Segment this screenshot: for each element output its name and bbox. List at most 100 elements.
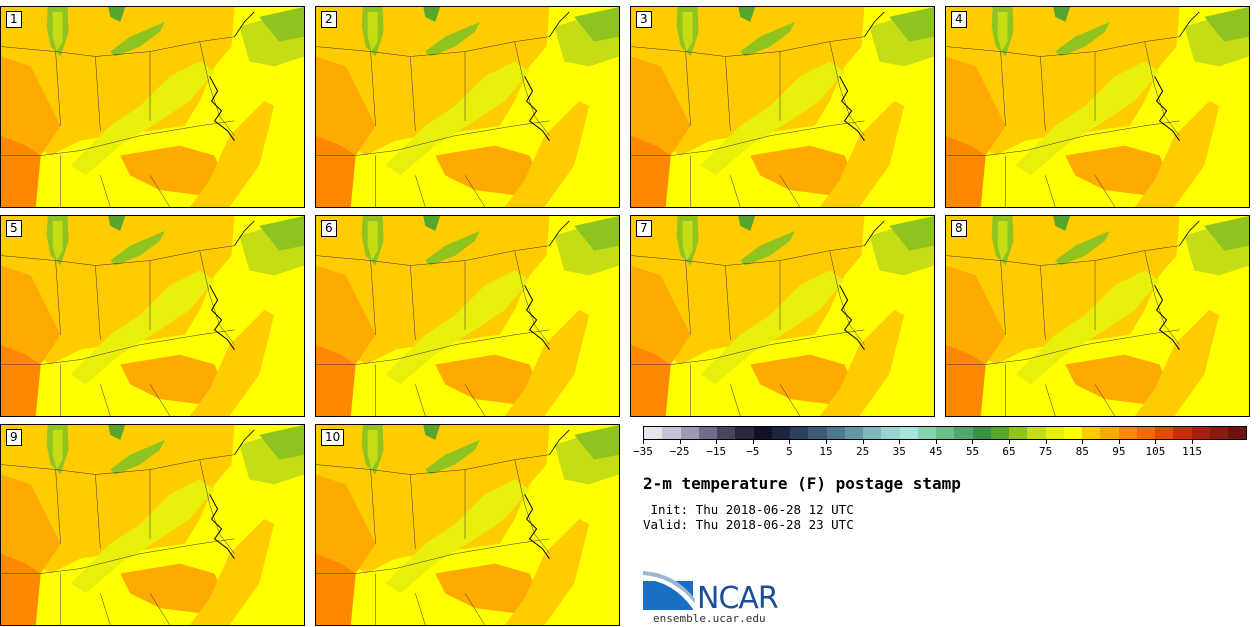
- colorbar-segment: [771, 427, 790, 439]
- tick-mark: [1192, 440, 1194, 444]
- colorbar-segment: [1191, 427, 1210, 439]
- tick-label: 105: [1145, 445, 1166, 458]
- colorbar-segment: [863, 427, 882, 439]
- tick-mark: [643, 440, 644, 444]
- colorbar-segment: [680, 427, 699, 439]
- ncar-logo-text: NCAR: [697, 581, 779, 616]
- tick-label: 55: [965, 445, 980, 458]
- colorbar-segment: [899, 427, 918, 439]
- panel-number: 4: [951, 11, 967, 28]
- panel-number: 8: [951, 220, 967, 237]
- colorbar-segment: [1173, 427, 1192, 439]
- tick-mark: [1082, 440, 1084, 444]
- map-panel-2: 2: [315, 6, 620, 208]
- colorbar-segment: [1082, 427, 1101, 439]
- colorbar-segment: [753, 427, 772, 439]
- tick-label: 75: [1039, 445, 1053, 458]
- panel-number: 7: [636, 220, 652, 237]
- panel-number: 3: [636, 11, 652, 28]
- colorbar-segment: [1209, 427, 1228, 439]
- tick-mark: [679, 440, 681, 444]
- temperature-map: [316, 216, 619, 416]
- temperature-map: [1, 216, 304, 416]
- colorbar-segment: [1063, 427, 1082, 439]
- tick-mark: [752, 440, 754, 444]
- colorbar-segment: [1100, 427, 1119, 439]
- tick-label: −5: [746, 445, 760, 458]
- tick-label: 15: [819, 445, 833, 458]
- colorbar-ticks: −35 −25 −15 −5 5 15 25 35 45 55 65 75 85 95 105 115: [633, 440, 1247, 460]
- temperature-map: [1, 425, 304, 625]
- temperature-map: [946, 7, 1249, 207]
- tick-label: 25: [856, 445, 870, 458]
- temperature-map: [631, 216, 934, 416]
- site-url: ensemble.ucar.edu: [653, 612, 766, 625]
- map-panel-4: 4: [945, 6, 1250, 208]
- tick-mark: [862, 440, 864, 444]
- map-panel-5: 5: [0, 215, 305, 417]
- colorbar-segment: [844, 427, 863, 439]
- tick-mark: [972, 440, 974, 444]
- colorbar-segment: [936, 427, 955, 439]
- map-panel-9: 9: [0, 424, 305, 626]
- tick-label: −35: [633, 445, 653, 458]
- colorbar-segment: [808, 427, 827, 439]
- colorbar-segment: [1118, 427, 1137, 439]
- colorbar-segment: [954, 427, 973, 439]
- chart-title: 2-m temperature (F) postage stamp: [643, 474, 961, 493]
- colorbar-segment: [1228, 427, 1247, 439]
- colorbar-segment: [790, 427, 809, 439]
- tick-mark: [935, 440, 937, 444]
- panel-number: 6: [321, 220, 337, 237]
- temperature-map: [1, 7, 304, 207]
- panel-number: 1: [6, 11, 22, 28]
- colorbar-segment: [698, 427, 717, 439]
- tick-label: 35: [892, 445, 906, 458]
- colorbar-segment: [972, 427, 991, 439]
- colorbar-segment: [1045, 427, 1064, 439]
- temperature-map: [946, 216, 1249, 416]
- map-panel-8: 8: [945, 215, 1250, 417]
- ncar-logo-icon: [643, 571, 695, 610]
- colorbar-segment: [735, 427, 754, 439]
- colorbar-segment: [881, 427, 900, 439]
- colorbar-segment: [717, 427, 736, 439]
- panel-number: 5: [6, 220, 22, 237]
- tick-label: 45: [929, 445, 943, 458]
- valid-time: Valid: Thu 2018-06-28 23 UTC: [643, 517, 854, 532]
- map-panel-10: 10: [315, 424, 620, 626]
- panel-number: 2: [321, 11, 337, 28]
- tick-label: 65: [1002, 445, 1016, 458]
- colorbar-segment: [662, 427, 681, 439]
- tick-label: 95: [1112, 445, 1126, 458]
- tick-mark: [789, 440, 791, 444]
- colorbar-segment: [1136, 427, 1155, 439]
- colorbar-segment: [1155, 427, 1174, 439]
- tick-mark: [826, 440, 828, 444]
- map-panel-7: 7: [630, 215, 935, 417]
- tick-label: 115: [1182, 445, 1203, 458]
- map-panel-1: 1: [0, 6, 305, 208]
- tick-label: 85: [1075, 445, 1089, 458]
- colorbar-segment: [1027, 427, 1046, 439]
- temperature-colorbar: [643, 426, 1247, 440]
- init-time: Init: Thu 2018-06-28 12 UTC: [643, 502, 854, 517]
- tick-mark: [1118, 440, 1120, 444]
- tick-mark: [1155, 440, 1157, 444]
- tick-mark: [899, 440, 901, 444]
- map-panel-6: 6: [315, 215, 620, 417]
- tick-label: 5: [786, 445, 793, 458]
- tick-mark: [1045, 440, 1047, 444]
- colorbar-segment: [990, 427, 1009, 439]
- colorbar-segment: [1009, 427, 1028, 439]
- panel-number: 10: [321, 429, 345, 446]
- colorbar-segment: [826, 427, 845, 439]
- temperature-map: [316, 425, 619, 625]
- tick-label: −15: [706, 445, 727, 458]
- map-panel-3: 3: [630, 6, 935, 208]
- colorbar-segment: [644, 427, 663, 439]
- tick-label: −25: [669, 445, 690, 458]
- colorbar-segment: [917, 427, 936, 439]
- temperature-map: [316, 7, 619, 207]
- tick-mark: [716, 440, 718, 444]
